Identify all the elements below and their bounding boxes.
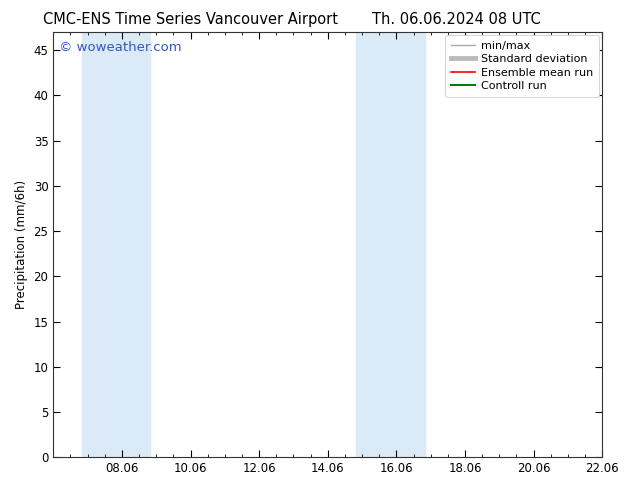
Bar (82, 32, 150, 457)
Text: CMC-ENS Time Series Vancouver Airport: CMC-ENS Time Series Vancouver Airport (42, 12, 338, 27)
Text: © woweather.com: © woweather.com (59, 41, 181, 53)
Legend: min/max, Standard deviation, Ensemble mean run, Controll run: min/max, Standard deviation, Ensemble me… (446, 35, 599, 97)
Text: Th. 06.06.2024 08 UTC: Th. 06.06.2024 08 UTC (372, 12, 541, 27)
Y-axis label: Precipitation (mm/6h): Precipitation (mm/6h) (15, 180, 28, 309)
Bar (356, 32, 425, 457)
